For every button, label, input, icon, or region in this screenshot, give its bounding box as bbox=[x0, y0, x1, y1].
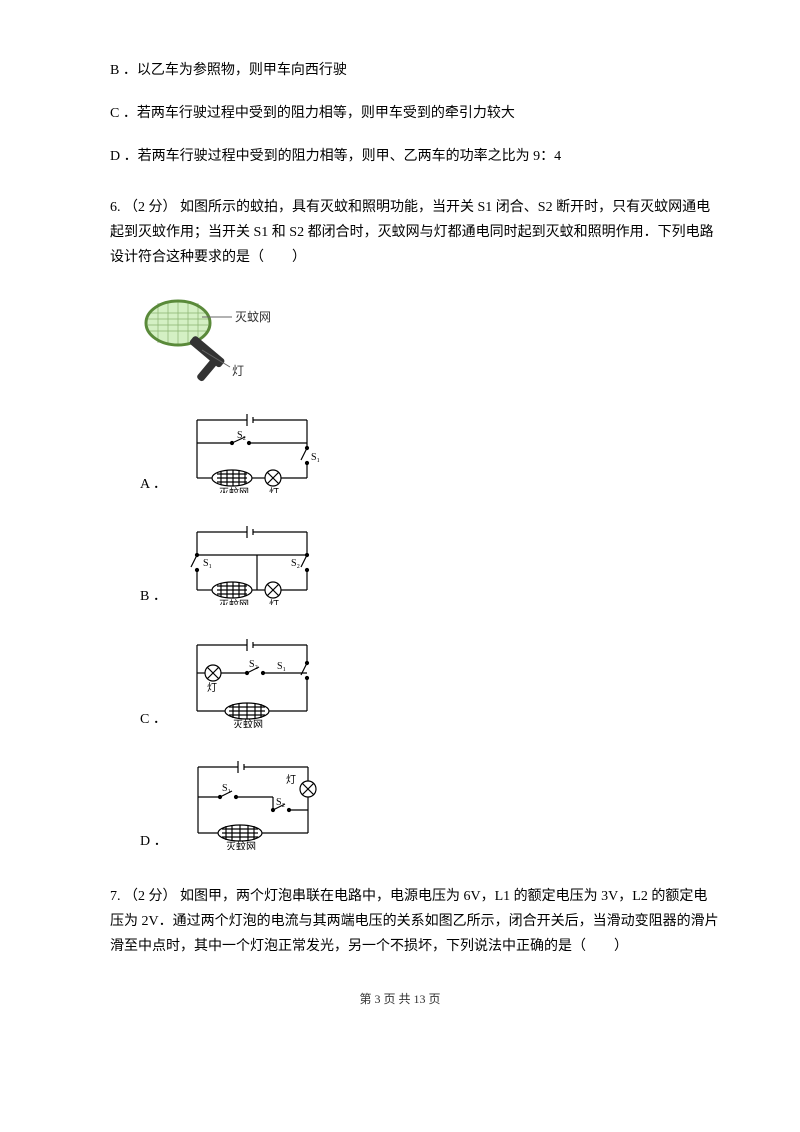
q6-number: 6. bbox=[110, 200, 121, 215]
circuit-c-diagram: S₂ S₁ 灯 灭蚊网 bbox=[177, 633, 327, 737]
svg-text:灭蚊网: 灭蚊网 bbox=[219, 486, 249, 493]
racket-diagram: 灭蚊网 灯 bbox=[140, 295, 290, 390]
circuit-a-diagram: S₂ S₁ 灭蚊网 灯 bbox=[177, 408, 327, 502]
circuit-d-diagram: S₁ S₂ 灯 灭蚊网 bbox=[178, 755, 328, 859]
svg-text:S₁: S₁ bbox=[203, 558, 212, 569]
racket-net-label: 灭蚊网 bbox=[235, 309, 271, 324]
option-d[interactable]: D ．若两车行驶过程中受到的阻力相等，则甲、乙两车的功率之比为 9：4 bbox=[110, 144, 720, 169]
svg-text:灯: 灯 bbox=[207, 682, 217, 694]
footer-text: 第 3 页 共 13 页 bbox=[359, 992, 440, 1006]
q7-text: 如图甲，两个灯泡串联在电路中，电源电压为 6V，L1 的额定电压为 3V，L2 … bbox=[110, 889, 719, 954]
option-b-label: B ． bbox=[140, 584, 167, 609]
circuit-option-a[interactable]: A ． bbox=[140, 408, 720, 502]
option-c-text: C ．若两车行驶过程中受到的阻力相等，则甲车受到的牵引力较大 bbox=[110, 106, 515, 121]
option-d-text: D ．若两车行驶过程中受到的阻力相等，则甲、乙两车的功率之比为 9：4 bbox=[110, 149, 561, 164]
circuit-option-d[interactable]: D ． bbox=[140, 755, 720, 859]
circuit-b-diagram: S₁ S₂ 灭蚊网 灯 bbox=[177, 520, 327, 614]
racket-lamp-label: 灯 bbox=[232, 364, 244, 378]
svg-text:灯: 灯 bbox=[286, 774, 296, 786]
option-c-label: C ． bbox=[140, 707, 167, 732]
page-footer: 第 3 页 共 13 页 bbox=[80, 989, 720, 1011]
svg-text:S₁: S₁ bbox=[222, 783, 231, 794]
svg-text:灭蚊网: 灭蚊网 bbox=[219, 598, 249, 605]
svg-text:S₂: S₂ bbox=[249, 659, 258, 670]
q6-points: （2 分） bbox=[124, 200, 177, 215]
svg-text:S₂: S₂ bbox=[276, 797, 285, 808]
svg-text:S₁: S₁ bbox=[311, 452, 320, 463]
option-b-text: B ．以乙车为参照物，则甲车向西行驶 bbox=[110, 63, 347, 78]
svg-text:S₂: S₂ bbox=[237, 430, 246, 441]
svg-text:S₁: S₁ bbox=[277, 661, 286, 672]
q6-text: 如图所示的蚊拍，具有灭蚊和照明功能，当开关 S1 闭合、S2 断开时，只有灭蚊网… bbox=[110, 200, 714, 265]
option-b[interactable]: B ．以乙车为参照物，则甲车向西行驶 bbox=[110, 58, 720, 83]
svg-text:灭蚊网: 灭蚊网 bbox=[233, 718, 263, 728]
question-6: 6. （2 分） 如图所示的蚊拍，具有灭蚊和照明功能，当开关 S1 闭合、S2 … bbox=[110, 195, 720, 271]
circuit-option-b[interactable]: B ． bbox=[140, 520, 720, 614]
question-7: 7. （2 分） 如图甲，两个灯泡串联在电路中，电源电压为 6V，L1 的额定电… bbox=[110, 884, 720, 960]
circuit-option-c[interactable]: C ． bbox=[140, 633, 720, 737]
svg-text:S₂: S₂ bbox=[291, 558, 300, 569]
svg-text:灯: 灯 bbox=[269, 487, 279, 493]
option-d-label: D ． bbox=[140, 829, 168, 854]
option-c[interactable]: C ．若两车行驶过程中受到的阻力相等，则甲车受到的牵引力较大 bbox=[110, 101, 720, 126]
svg-text:灭蚊网: 灭蚊网 bbox=[226, 840, 256, 850]
q7-number: 7. bbox=[110, 889, 121, 904]
option-a-label: A ． bbox=[140, 472, 167, 497]
svg-text:灯: 灯 bbox=[269, 599, 279, 605]
q7-points: （2 分） bbox=[124, 889, 177, 904]
